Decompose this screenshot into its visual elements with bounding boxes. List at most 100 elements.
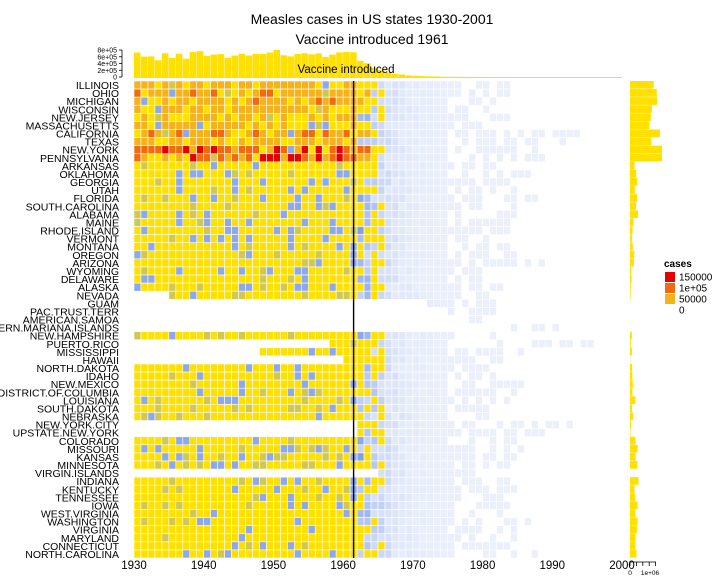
heatmap-cell <box>266 154 273 162</box>
heatmap-cell <box>280 227 287 235</box>
heatmap-cell <box>162 97 169 105</box>
heatmap-cell <box>190 251 197 259</box>
heatmap-cell <box>448 227 455 235</box>
heatmap-cell <box>364 97 371 105</box>
heatmap-cell <box>197 243 204 251</box>
heatmap-cell <box>469 526 476 534</box>
state-total-bar <box>630 283 631 291</box>
heatmap-cell <box>141 210 148 218</box>
heatmap-cell <box>406 542 413 550</box>
heatmap-cell <box>392 348 399 356</box>
heatmap-cell <box>280 485 287 493</box>
heatmap-cell <box>434 243 441 251</box>
heatmap-cell <box>406 340 413 348</box>
heatmap-cell <box>155 170 162 178</box>
heatmap-cell <box>246 526 253 534</box>
heatmap-cell <box>490 307 497 315</box>
yearly-total-bar <box>148 56 155 77</box>
heatmap-cell <box>294 404 301 412</box>
heatmap-cell <box>420 453 427 461</box>
heatmap-cell <box>287 235 294 243</box>
heatmap-cell <box>308 534 315 542</box>
heatmap-cell <box>483 259 490 267</box>
heatmap-cell <box>483 243 490 251</box>
heatmap-cell <box>204 154 211 162</box>
heatmap-cell <box>169 388 176 396</box>
heatmap-cell <box>336 162 343 170</box>
heatmap-cell <box>308 121 315 129</box>
heatmap-cell <box>246 89 253 97</box>
heatmap-cell <box>510 429 517 437</box>
heatmap-cell <box>287 372 294 380</box>
heatmap-cell <box>225 396 232 404</box>
heatmap-cell <box>232 97 239 105</box>
heatmap-cell <box>301 388 308 396</box>
heatmap-cell <box>287 501 294 509</box>
heatmap-cell <box>329 453 336 461</box>
heatmap-cell <box>183 388 190 396</box>
heatmap-cell <box>455 202 462 210</box>
heatmap-cell <box>427 534 434 542</box>
heatmap-cell <box>246 138 253 146</box>
heatmap-cell <box>134 186 141 194</box>
heatmap-cell <box>371 453 378 461</box>
state-total-bar <box>630 202 636 210</box>
heatmap-cell <box>232 251 239 259</box>
heatmap-cell <box>357 218 364 226</box>
heatmap-cell <box>308 283 315 291</box>
heatmap-cell <box>399 146 406 154</box>
heatmap-cell <box>322 154 329 162</box>
heatmap-cell <box>155 89 162 97</box>
heatmap-cell <box>287 186 294 194</box>
heatmap-cell <box>329 291 336 299</box>
heatmap-cell <box>197 461 204 469</box>
heatmap-cell <box>259 243 266 251</box>
heatmap-cell <box>524 170 531 178</box>
heatmap-cell <box>204 283 211 291</box>
heatmap-cell <box>469 186 476 194</box>
heatmap-cell <box>183 332 190 340</box>
heatmap-cell <box>420 364 427 372</box>
heatmap-cell <box>413 227 420 235</box>
yearly-total-bar <box>232 56 239 77</box>
heatmap-cell <box>266 348 273 356</box>
heatmap-cell <box>141 202 148 210</box>
heatmap-cell <box>441 340 448 348</box>
heatmap-cell <box>280 178 287 186</box>
heatmap-cell <box>406 348 413 356</box>
heatmap-cell <box>280 445 287 453</box>
heatmap-cell <box>287 461 294 469</box>
heatmap-cell <box>441 170 448 178</box>
heatmap-cell <box>448 89 455 97</box>
heatmap-cell <box>385 210 392 218</box>
heatmap-cell <box>329 477 336 485</box>
heatmap-cell <box>531 146 538 154</box>
heatmap-cell <box>420 89 427 97</box>
heatmap-cell <box>301 332 308 340</box>
heatmap-cell <box>364 105 371 113</box>
heatmap-cell <box>427 437 434 445</box>
heatmap-cell <box>434 364 441 372</box>
heatmap-cell <box>273 218 280 226</box>
heatmap-cell <box>294 202 301 210</box>
heatmap-cell <box>169 291 176 299</box>
heatmap-cell <box>329 154 336 162</box>
state-total-bar <box>630 388 632 396</box>
heatmap-cell <box>218 550 225 558</box>
heatmap-cell <box>476 218 483 226</box>
heatmap-cell <box>420 243 427 251</box>
heatmap-cell <box>246 501 253 509</box>
heatmap-cell <box>287 380 294 388</box>
heatmap-cell <box>357 251 364 259</box>
heatmap-cell <box>385 550 392 558</box>
heatmap-cell <box>566 421 573 429</box>
heatmap-cell <box>211 364 218 372</box>
heatmap-cell <box>308 461 315 469</box>
heatmap-cell <box>434 299 441 307</box>
heatmap-cell <box>266 437 273 445</box>
heatmap-cell <box>218 501 225 509</box>
heatmap-cell <box>141 364 148 372</box>
heatmap-cell <box>476 251 483 259</box>
heatmap-cell <box>462 445 469 453</box>
heatmap-cell <box>162 162 169 170</box>
